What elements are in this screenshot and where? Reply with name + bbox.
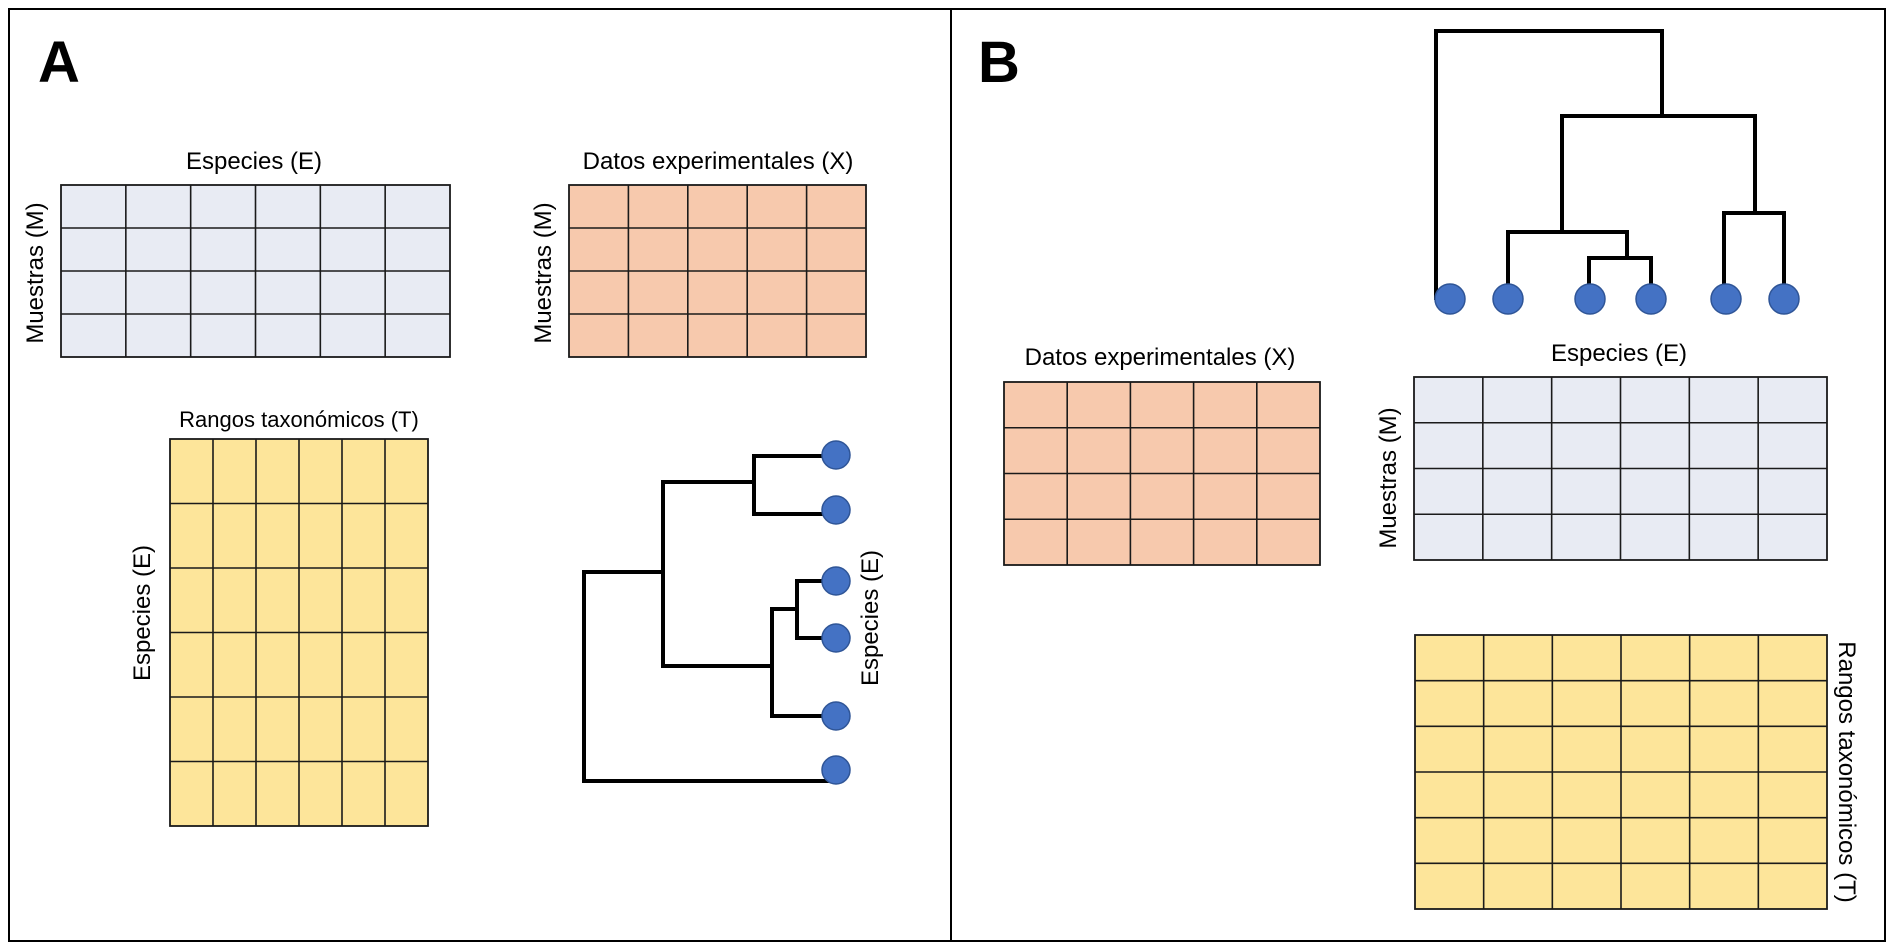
b-tree-tip xyxy=(1492,283,1524,315)
a-data-matrix xyxy=(568,184,867,358)
b-tree-root xyxy=(1434,29,1664,300)
a-tree-tip xyxy=(821,701,851,731)
b-tree-tip xyxy=(1574,283,1606,315)
b-tree-tip xyxy=(1768,283,1800,315)
a-tree-tip xyxy=(821,566,851,596)
panel-a-letter: A xyxy=(38,30,80,95)
b-taxonomy-matrix xyxy=(1414,634,1828,910)
a-tree-tip xyxy=(821,495,851,525)
a-phylogenetic-tree xyxy=(582,440,851,785)
a-taxonomy-species-label: Especies (E) xyxy=(129,545,156,681)
b-data-matrix xyxy=(1003,381,1321,566)
b-tree-tip xyxy=(1635,283,1667,315)
b-species-matrix xyxy=(1413,376,1828,561)
panel-b-frame xyxy=(950,8,1886,942)
b-species-samples-label: Muestras (M) xyxy=(1375,407,1402,548)
b-tree-tip xyxy=(1710,283,1742,315)
b-tree-tip xyxy=(1434,283,1466,315)
a-tree-tip xyxy=(821,755,851,785)
a-tree-tips xyxy=(821,440,851,785)
b-tree-tips xyxy=(1434,283,1800,315)
b-tree-left-subclade xyxy=(1506,230,1629,300)
a-species-samples-label: Muestras (M) xyxy=(22,202,49,343)
a-taxonomy-matrix xyxy=(169,438,429,827)
a-tree-clade-bottom xyxy=(770,607,837,718)
a-species-matrix xyxy=(60,184,451,358)
b-taxonomy-title: Rangos taxonómicos (T) xyxy=(1833,641,1860,902)
a-data-samples-label: Muestras (M) xyxy=(530,202,557,343)
a-tree-species-label: Especies (E) xyxy=(857,550,884,686)
a-taxonomy-title: Rangos taxonómicos (T) xyxy=(179,407,419,432)
b-phylogenetic-tree xyxy=(1434,29,1800,315)
a-tree-tip xyxy=(821,440,851,470)
a-data-title: Datos experimentales (X) xyxy=(583,148,854,175)
a-tree-tip xyxy=(821,623,851,653)
b-species-title: Especies (E) xyxy=(1551,340,1687,367)
a-tree-root xyxy=(582,570,837,783)
b-data-title: Datos experimentales (X) xyxy=(1025,344,1296,371)
panel-b-letter: B xyxy=(978,30,1020,95)
a-species-title: Especies (E) xyxy=(186,148,322,175)
b-tree-right-clade xyxy=(1560,114,1757,234)
